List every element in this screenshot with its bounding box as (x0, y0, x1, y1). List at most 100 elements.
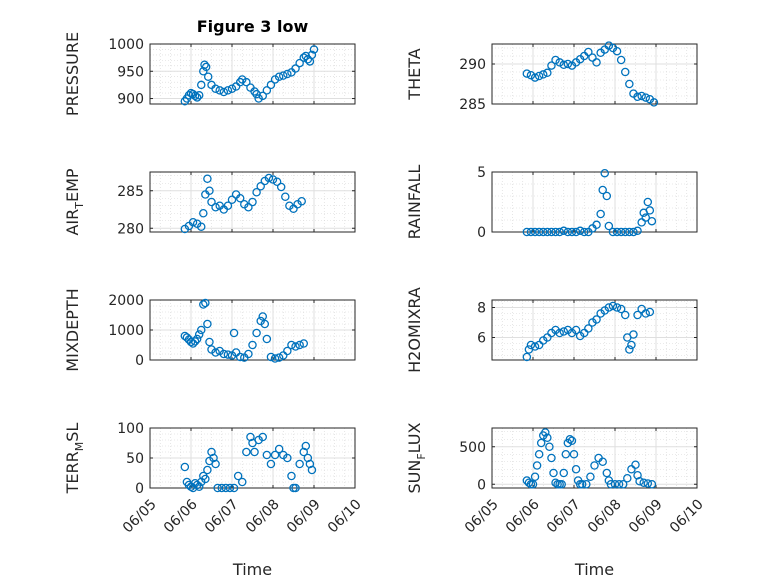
data-point (633, 310, 642, 320)
data-point (627, 340, 636, 350)
data-point (530, 472, 540, 481)
data-point (580, 227, 589, 237)
data-point (196, 325, 206, 335)
data-point (541, 428, 550, 437)
data-point (643, 197, 653, 207)
data-point (621, 227, 630, 237)
axes-box (149, 171, 356, 233)
y-tick-label: 2000 (108, 293, 144, 309)
data-point (297, 196, 306, 206)
data-point (631, 460, 640, 469)
data-point (604, 303, 614, 312)
data-point (555, 328, 564, 338)
data-point (592, 220, 601, 230)
data-point (590, 461, 599, 470)
data-point (272, 177, 282, 186)
data-point (563, 59, 573, 69)
y-axis-label: THETA (405, 48, 424, 100)
data-point (551, 55, 560, 65)
data-point (211, 459, 220, 469)
data-point (606, 479, 616, 489)
data-point (188, 217, 198, 227)
data-point (194, 91, 204, 100)
subplot-4: 0 5 RAINFALL (405, 165, 698, 241)
data-point (625, 345, 634, 354)
data-point (233, 471, 243, 481)
data-point (295, 340, 304, 350)
y-tick-label: 290 (459, 57, 486, 73)
data-series (180, 432, 317, 493)
data-point (281, 192, 290, 201)
y-axis-label: TERRMSL (63, 423, 86, 495)
data-point (565, 434, 575, 444)
data-point (629, 227, 638, 237)
y-tick-label: 1000 (108, 323, 144, 339)
data-point (283, 346, 292, 356)
chart-title: Figure 3 low (197, 17, 309, 36)
y-tick-label: 50 (126, 451, 144, 467)
data-point (268, 175, 278, 184)
data-point (534, 449, 544, 459)
data-point (203, 319, 212, 329)
data-point (608, 227, 618, 237)
data-point (258, 91, 267, 101)
data-point (256, 181, 265, 191)
y-axis-label: SUNFLUX (405, 422, 428, 493)
data-point (612, 227, 622, 237)
data-point (229, 328, 239, 338)
data-point (598, 185, 607, 195)
data-point (237, 477, 247, 487)
data-point (534, 71, 544, 81)
data-point (190, 337, 200, 346)
data-point (283, 69, 292, 79)
axes-box (491, 427, 698, 489)
y-tick-label: 8 (477, 301, 486, 317)
data-point (274, 72, 284, 81)
data-point (559, 327, 569, 336)
data-point (270, 450, 280, 460)
data-point (616, 227, 626, 237)
data-series (180, 173, 306, 234)
data-point (283, 453, 292, 463)
data-point (551, 478, 560, 487)
data-point (616, 55, 626, 65)
data-point (227, 195, 237, 204)
data-point (577, 479, 587, 489)
data-point (551, 227, 560, 237)
data-point (252, 187, 261, 197)
data-point (598, 457, 607, 466)
data-point (278, 71, 288, 80)
x-axis-label: Time (232, 560, 272, 579)
data-point (526, 340, 536, 350)
data-point (621, 310, 630, 320)
axes-box (491, 299, 698, 361)
data-point (536, 438, 546, 448)
data-point (207, 197, 216, 207)
data-point (596, 209, 605, 219)
data-point (211, 202, 220, 212)
data-point (225, 483, 235, 493)
data-point (248, 340, 257, 350)
data-point (287, 340, 296, 350)
data-point (223, 201, 233, 210)
data-point (559, 60, 569, 70)
data-point (575, 226, 585, 236)
data-point (530, 73, 540, 82)
y-tick-label: 0 (135, 481, 144, 497)
data-point (309, 45, 319, 54)
data-point (526, 227, 536, 237)
data-point (647, 216, 657, 226)
data-point (291, 342, 300, 351)
data-point (612, 303, 622, 312)
data-point (602, 468, 612, 478)
data-point (539, 227, 548, 237)
data-point (219, 87, 229, 97)
data-point (190, 91, 200, 101)
y-axis-label: RAINFALL (405, 165, 424, 240)
y-axis-label: PRESSURE (63, 32, 82, 116)
data-point (539, 70, 548, 79)
data-point (295, 58, 304, 68)
data-point (604, 221, 614, 231)
